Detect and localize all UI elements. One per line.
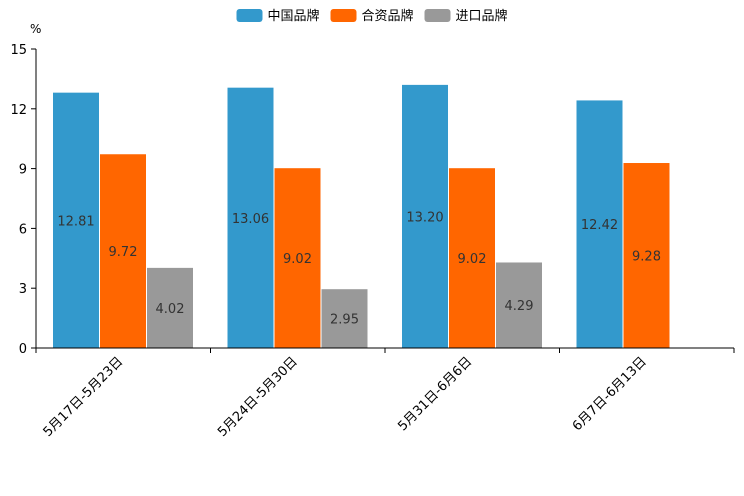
x-tick-label: 5月17日-5月23日 <box>41 354 127 440</box>
y-tick-label: 15 <box>10 43 27 58</box>
x-axis: 5月17日-5月23日 5月24日-5月30日 5月31日-6月6日 6月7日-6月1… <box>35 347 735 440</box>
bar <box>100 154 146 348</box>
bars: 12.81 13.06 13.20 12.42 9.72 9.02 9.02 9.28 4.02… <box>53 84 670 349</box>
bar-data-label: 13.06 <box>232 212 269 227</box>
y-tick-label: 6 <box>19 222 27 237</box>
bar <box>53 92 99 349</box>
x-tick-label: 5月24日-5月30日 <box>215 354 301 440</box>
legend-swatch <box>236 9 263 22</box>
bar <box>227 87 274 349</box>
bar <box>274 168 321 348</box>
bar-data-label: 2.95 <box>330 313 359 328</box>
y-tick-label: 9 <box>19 163 27 178</box>
series-0: 12.81 13.06 13.20 12.42 <box>53 84 623 349</box>
bar-data-label: 9.28 <box>632 250 661 265</box>
bar-data-label: 4.02 <box>156 302 185 317</box>
legend-swatch <box>330 9 357 22</box>
bar <box>623 163 670 348</box>
bar-data-label: 12.81 <box>57 214 94 229</box>
legend-label: 合资品牌 <box>362 8 414 24</box>
x-tick-label: 6月7日-6月13日 <box>570 354 650 434</box>
x-tick-label: 5月31日-6月6日 <box>395 354 475 434</box>
legend-swatch <box>424 9 451 22</box>
y-tick-label: 0 <box>19 342 27 357</box>
bar <box>147 267 193 348</box>
bar <box>402 84 448 348</box>
series-2: 4.02 2.95 4.29 <box>147 262 542 348</box>
bar-data-label: 9.72 <box>109 245 138 260</box>
y-axis: 0 3 6 9 12 15 <box>10 43 37 357</box>
y-axis-unit-label: % <box>30 22 41 36</box>
legend-item[interactable]: 进口品牌 <box>424 8 508 24</box>
y-tick-label: 12 <box>10 103 27 118</box>
legend-item[interactable]: 合资品牌 <box>330 8 414 24</box>
series-1: 9.72 9.02 9.02 9.28 <box>100 154 670 348</box>
bar-data-label: 13.20 <box>406 210 443 225</box>
legend: 中国品牌 合资品牌 进口品牌 <box>236 8 508 24</box>
legend-label: 中国品牌 <box>268 8 320 24</box>
bar-data-label: 9.02 <box>458 252 487 267</box>
legend-label: 进口品牌 <box>456 8 508 24</box>
bar <box>496 262 542 348</box>
y-tick-label: 3 <box>19 282 27 297</box>
legend-item[interactable]: 中国品牌 <box>236 8 320 24</box>
bar <box>576 100 623 348</box>
bar <box>449 168 495 348</box>
bar-data-label: 12.42 <box>581 218 618 233</box>
bar-data-label: 9.02 <box>283 252 312 267</box>
bar <box>321 289 368 348</box>
bar-data-label: 4.29 <box>505 299 534 314</box>
